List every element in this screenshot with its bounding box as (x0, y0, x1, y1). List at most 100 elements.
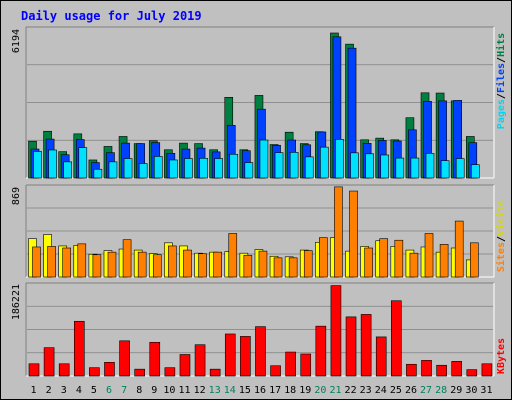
day-label: 23 (360, 385, 372, 396)
sites-bar (92, 254, 102, 278)
sites-bar (439, 244, 449, 278)
pages-bar (365, 153, 374, 179)
day-label: 26 (405, 385, 417, 396)
kbytes-bar (224, 333, 236, 377)
day-label: 19 (299, 385, 311, 396)
kbytes-bar (194, 344, 206, 377)
kbytes-legend-item: KBytes (496, 338, 507, 374)
day-label: 18 (284, 385, 296, 396)
kbytes-bar (58, 363, 70, 377)
day-label: 27 (420, 385, 432, 396)
day-label: 16 (254, 385, 266, 396)
kbytes-bar (209, 368, 221, 377)
day-label: 6 (106, 385, 112, 396)
sites-bar (183, 249, 192, 278)
sites-bar (454, 220, 464, 278)
sites-bar (273, 257, 283, 278)
pages-bar (455, 158, 465, 179)
pages-bar (199, 158, 208, 179)
sites-bar (137, 251, 147, 278)
day-label: 7 (121, 385, 127, 396)
hits-legend-item: Hits (495, 33, 507, 57)
sites-bar (319, 237, 328, 278)
visits-legend: Sites/Visits (495, 200, 507, 272)
day-label: 11 (178, 385, 190, 396)
pages-bar (78, 147, 88, 179)
kbytes-bar (285, 351, 296, 377)
day-label: 20 (314, 385, 326, 396)
day-label: 17 (269, 385, 281, 396)
kbytes-bar (255, 326, 266, 377)
kbytes-bar (391, 300, 402, 377)
kbytes-max-label: 186221 (11, 284, 22, 320)
kbytes-bar (43, 347, 55, 377)
sites-bar (228, 233, 238, 278)
day-label: 30 (465, 385, 477, 396)
visits-legend-item: Sites (495, 242, 507, 272)
kbytes-bar (270, 365, 281, 377)
pages-bar (350, 152, 359, 179)
pages-bar (335, 139, 344, 179)
sites-bar (258, 250, 268, 278)
day-label: 9 (151, 385, 157, 396)
day-label: 28 (435, 385, 447, 396)
pages-bar (138, 163, 148, 179)
sites-bar (379, 238, 389, 278)
hits-max-label: 6194 (11, 29, 22, 53)
kbytes-bar (119, 340, 130, 377)
day-label: 24 (375, 385, 387, 396)
sites-bar (288, 257, 298, 278)
day-label: 10 (163, 385, 175, 396)
pages-bar (244, 162, 254, 179)
kbytes-bar (406, 363, 417, 377)
day-label: 14 (224, 385, 236, 396)
pages-bar (153, 156, 163, 179)
sites-bar (107, 251, 117, 278)
pages-bar (320, 146, 329, 179)
day-label: 15 (239, 385, 251, 396)
pages-bar (63, 161, 72, 179)
kbytes-bar (360, 314, 372, 377)
day-label: 12 (194, 385, 206, 396)
sites-bar (77, 243, 87, 278)
kbytes-bar (481, 363, 493, 377)
visits-legend-item: Visits (495, 200, 507, 236)
kbytes-bar (164, 367, 176, 377)
day-label: 22 (345, 385, 357, 396)
sites-bar (152, 254, 162, 278)
kbytes-bar (179, 354, 191, 377)
pages-bar (229, 153, 239, 179)
pages-bar (380, 154, 390, 179)
pages-bar (395, 157, 405, 179)
day-label: 3 (61, 385, 67, 396)
hits-legend: Pages/Files/Hits (495, 33, 507, 129)
sites-bar (47, 246, 56, 278)
kbytes-bar (436, 364, 447, 377)
sites-bar (122, 239, 132, 278)
kbytes-bar (421, 360, 432, 377)
kbytes-bar (345, 316, 357, 377)
kbytes-bar (104, 362, 115, 377)
kbytes-legend: KBytes (496, 338, 507, 374)
kbytes-bar (73, 320, 85, 377)
kbytes-bar (466, 369, 478, 377)
kbytes-bar (240, 336, 251, 377)
pages-bar (48, 149, 57, 179)
kbytes-bar (451, 361, 463, 377)
hits-legend-item: Pages (496, 99, 507, 129)
kbytes-bar (28, 363, 40, 377)
pages-bar (471, 164, 480, 179)
pages-bar (274, 152, 284, 179)
pages-bar (425, 153, 435, 179)
day-label: 21 (329, 385, 341, 396)
pages-bar (33, 151, 42, 179)
pages-bar (440, 160, 450, 179)
hits-legend-item: / (496, 57, 507, 63)
hits-legend-item: / (496, 93, 507, 99)
day-label: 5 (91, 385, 97, 396)
pages-bar (184, 158, 193, 179)
kbytes-bar (315, 325, 327, 377)
pages-bar (93, 168, 103, 179)
day-label: 29 (450, 385, 462, 396)
